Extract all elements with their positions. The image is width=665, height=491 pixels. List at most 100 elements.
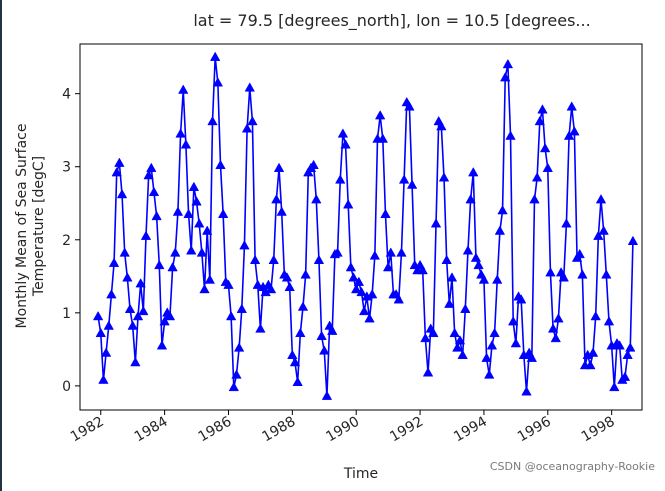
data-point-marker xyxy=(236,303,247,313)
data-point-marker xyxy=(194,218,205,228)
data-point-marker xyxy=(590,310,601,321)
data-point-marker xyxy=(276,206,287,216)
data-point-marker xyxy=(271,194,282,204)
data-point-marker xyxy=(609,381,620,392)
y-axis-label: Monthly Mean of Sea Surface Temperature … xyxy=(14,124,47,329)
x-tick-label: 1996 xyxy=(515,414,554,446)
data-point-marker xyxy=(500,72,511,82)
data-point-marker xyxy=(614,340,625,350)
x-axis-label: Time xyxy=(343,466,378,482)
watermark: CSDN @oceanography-Rookie xyxy=(489,460,655,473)
data-point-marker xyxy=(223,279,234,289)
data-point-marker xyxy=(603,316,615,326)
data-point-marker xyxy=(281,272,293,282)
x-tick-label: 1998 xyxy=(579,414,618,446)
data-point-marker xyxy=(516,294,527,304)
data-point-marker xyxy=(550,332,561,343)
data-point-marker xyxy=(138,305,149,316)
data-point-marker xyxy=(462,245,474,255)
data-point-marker xyxy=(494,225,506,235)
data-point-marker xyxy=(348,272,359,282)
series-line-sst xyxy=(97,56,634,397)
data-point-marker xyxy=(486,340,498,350)
x-tick-label: 1984 xyxy=(132,414,171,446)
data-point-marker xyxy=(531,172,543,182)
data-point-marker xyxy=(106,289,117,299)
data-point-marker xyxy=(92,310,104,321)
data-point-marker xyxy=(319,345,330,355)
data-point-marker xyxy=(417,264,428,275)
data-point-marker xyxy=(484,369,495,379)
data-point-marker xyxy=(366,289,378,299)
data-point-marker xyxy=(574,248,585,259)
data-point-marker xyxy=(103,320,114,330)
data-point-marker xyxy=(100,347,112,357)
data-point-marker xyxy=(140,230,152,240)
x-tick-label: 1986 xyxy=(196,414,235,446)
data-point-marker xyxy=(489,327,500,338)
data-point-marker xyxy=(268,254,279,264)
data-point-marker xyxy=(454,335,466,345)
data-point-marker xyxy=(497,205,508,215)
data-point-marker xyxy=(345,262,357,272)
data-point-marker xyxy=(154,259,165,270)
data-point-marker xyxy=(321,390,333,400)
data-point-marker xyxy=(311,194,322,204)
data-point-marker xyxy=(545,267,556,277)
data-point-marker xyxy=(196,247,208,257)
x-tick-label: 1988 xyxy=(259,414,298,446)
data-point-marker xyxy=(98,374,109,384)
data-point-marker xyxy=(273,162,285,172)
data-point-marker xyxy=(492,274,503,284)
data-point-marker xyxy=(619,371,631,381)
data-point-marker xyxy=(502,58,514,69)
window-left-edge xyxy=(0,0,2,491)
data-point-marker xyxy=(465,194,476,204)
data-point-marker xyxy=(526,352,537,362)
data-point-marker xyxy=(122,272,133,282)
data-point-marker xyxy=(436,121,447,131)
data-point-marker xyxy=(444,298,455,308)
data-point-marker xyxy=(164,310,176,321)
data-point-marker xyxy=(508,316,519,326)
data-point-marker xyxy=(204,274,216,284)
y-tick-label: 0 xyxy=(62,379,71,395)
y-tick-label: 4 xyxy=(62,87,71,103)
data-point-marker xyxy=(265,283,277,294)
data-point-marker xyxy=(300,269,311,279)
x-tick-label: 1990 xyxy=(323,414,362,446)
y-tick-label: 1 xyxy=(62,306,71,322)
data-point-marker xyxy=(335,174,346,184)
y-axis-label-line-1: Monthly Mean of Sea Surface xyxy=(14,124,30,329)
data-point-marker xyxy=(351,283,362,294)
data-point-marker xyxy=(534,115,545,126)
series-layer xyxy=(97,56,634,397)
data-point-marker xyxy=(428,327,439,338)
data-point-marker xyxy=(521,386,532,396)
data-point-marker xyxy=(470,252,482,262)
data-point-marker xyxy=(398,174,410,184)
data-point-marker xyxy=(111,167,122,177)
data-point-marker xyxy=(202,225,213,235)
data-point-marker xyxy=(569,126,580,136)
data-point-marker xyxy=(231,369,242,379)
x-tick-label: 1994 xyxy=(451,414,490,446)
x-tick-label: 1982 xyxy=(68,414,107,446)
data-point-marker xyxy=(478,274,490,284)
data-point-marker xyxy=(598,225,609,235)
data-point-marker xyxy=(143,169,154,180)
data-point-marker xyxy=(207,115,218,126)
data-point-marker xyxy=(529,194,540,204)
data-point-marker xyxy=(396,247,407,257)
data-point-marker xyxy=(577,269,588,279)
data-point-marker xyxy=(468,167,479,177)
y-tick-label: 2 xyxy=(62,233,71,249)
data-point-marker xyxy=(561,218,572,228)
data-point-marker xyxy=(247,115,258,126)
data-point-marker xyxy=(457,349,468,359)
data-point-marker xyxy=(438,172,450,182)
plot-area-frame xyxy=(79,43,643,411)
data-point-marker xyxy=(547,323,559,333)
data-point-marker xyxy=(380,208,391,218)
